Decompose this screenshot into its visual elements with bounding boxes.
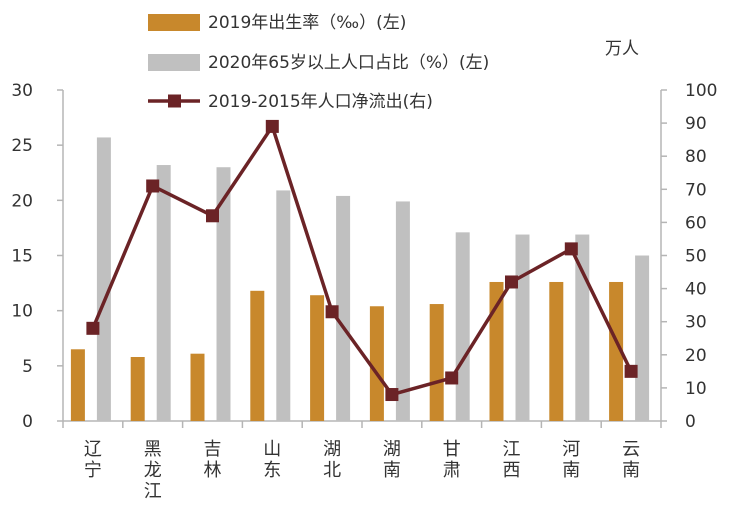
net-outflow-marker xyxy=(86,321,100,335)
left-tick-label: 5 xyxy=(22,357,33,377)
right-tick-label: 100 xyxy=(685,81,717,101)
legend-label: 2019年出生率（‰）(左) xyxy=(208,13,406,33)
legend-label: 2019-2015年人口净流出(右) xyxy=(208,92,433,112)
net-outflow-marker xyxy=(445,371,459,385)
bar-elderly-share xyxy=(336,195,351,421)
bar-birth-rate xyxy=(130,357,145,421)
right-tick-label: 80 xyxy=(685,147,707,167)
net-outflow-marker xyxy=(325,305,339,319)
legend-label: 2020年65岁以上人口占比（%）(左) xyxy=(208,53,489,73)
bar-birth-rate xyxy=(549,281,564,421)
bar-birth-rate xyxy=(489,281,504,421)
category-label: 江西 xyxy=(503,439,521,481)
bar-birth-rate xyxy=(70,349,85,421)
legend-swatch xyxy=(148,54,200,71)
net-outflow-marker xyxy=(265,119,279,133)
bar-elderly-share xyxy=(96,137,111,421)
right-tick-label: 50 xyxy=(685,247,707,267)
left-tick-label: 15 xyxy=(11,247,33,267)
left-tick-label: 10 xyxy=(11,302,33,322)
category-label: 湖南 xyxy=(383,439,401,481)
line-series xyxy=(86,119,638,402)
net-outflow-marker xyxy=(206,209,219,223)
legend: 2019年出生率（‰）(左) 2020年65岁以上人口占比（%）(左) 2019-2… xyxy=(148,13,489,112)
right-tick-label: 90 xyxy=(685,114,707,134)
category-label: 黑龙江 xyxy=(144,439,162,502)
legend-swatch xyxy=(148,14,200,31)
category-label: 湖北 xyxy=(323,439,341,481)
bar-elderly-share xyxy=(455,232,470,421)
bar-birth-rate xyxy=(250,290,265,421)
right-tick-label: 0 xyxy=(685,412,696,432)
left-tick-label: 30 xyxy=(11,81,33,101)
bar-elderly-share xyxy=(515,234,530,421)
net-outflow-marker xyxy=(385,388,399,402)
bar-elderly-share xyxy=(156,165,171,421)
category-label: 吉林 xyxy=(204,439,222,481)
net-outflow-line xyxy=(91,124,633,397)
left-tick-label: 0 xyxy=(22,412,33,432)
right-tick-label: 20 xyxy=(685,346,707,366)
bar-elderly-share xyxy=(276,190,291,421)
category-label: 河南 xyxy=(562,439,580,481)
right-tick-label: 30 xyxy=(685,313,707,333)
right-tick-label: 10 xyxy=(685,379,707,399)
bar-birth-rate xyxy=(310,295,325,421)
net-outflow-marker xyxy=(624,364,638,378)
net-outflow-marker xyxy=(564,242,578,256)
left-tick-label: 20 xyxy=(11,191,33,211)
bar-elderly-share xyxy=(635,255,650,421)
right-tick-label: 70 xyxy=(685,180,707,200)
net-outflow-marker xyxy=(146,179,160,193)
bar-birth-rate xyxy=(429,304,444,421)
axes: 0 5 10 15 20 25 30 0 10 20 30 40 50 60 70 80 90 100 xyxy=(11,81,717,432)
category-label: 甘肃 xyxy=(443,439,461,481)
right-tick-label: 40 xyxy=(685,280,707,300)
bar-birth-rate xyxy=(609,281,624,421)
category-label: 辽宁 xyxy=(84,439,102,481)
bar-elderly-share xyxy=(216,167,231,421)
right-axis-unit: 万人 xyxy=(605,39,639,59)
bar-elderly-share xyxy=(395,201,410,421)
bar-birth-rate xyxy=(369,306,384,421)
category-label: 云南 xyxy=(622,439,640,481)
legend-marker xyxy=(168,94,181,108)
net-outflow-marker xyxy=(505,275,518,289)
category-label: 山东 xyxy=(263,439,281,481)
bar-birth-rate xyxy=(190,353,205,421)
right-tick-label: 60 xyxy=(685,213,707,233)
left-tick-label: 25 xyxy=(11,136,33,156)
